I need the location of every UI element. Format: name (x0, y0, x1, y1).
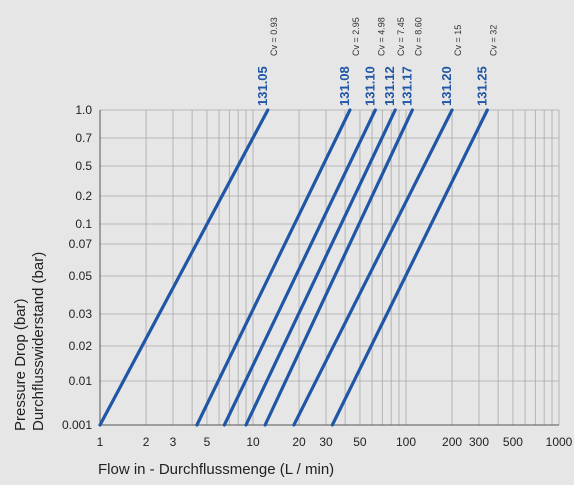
series-cv-131-10: Cv = 4.98 (376, 17, 386, 56)
series-lines (98, 108, 489, 427)
series-cv-131-08: Cv = 2.95 (351, 17, 361, 56)
y-axis-title-line1: Pressure Drop (bar) (12, 298, 29, 431)
y-tick-labels: 0.001 0.01 0.02 0.03 0.05 0.07 0.1 0.2 0.5 0.7 1.0 (62, 103, 92, 432)
series-line-131-05 (98, 108, 270, 427)
x-tick-label: 5 (204, 435, 211, 449)
x-tick-labels: 1 2 3 5 10 20 30 50 100 200 300 500 1000 (97, 435, 573, 449)
series-line-131-20 (292, 108, 454, 427)
x-tick-label: 100 (396, 435, 416, 449)
y-tick-label: 0.03 (69, 307, 93, 321)
plot-background (100, 110, 559, 425)
series-cv-131-20: Cv = 15 (453, 25, 463, 56)
series-line-131-17 (263, 108, 414, 427)
x-tick-label: 30 (319, 435, 333, 449)
y-tick-label: 0.001 (62, 418, 92, 432)
y-tick-label: 0.01 (69, 374, 93, 388)
x-tick-label: 300 (469, 435, 489, 449)
series-label-131-05: 131.05 (255, 66, 270, 106)
y-tick-label: 0.7 (75, 131, 92, 145)
x-tick-label: 200 (442, 435, 462, 449)
series-label-131-20: 131.20 (439, 66, 454, 106)
series-label-131-10: 131.10 (362, 66, 377, 106)
series-label-131-17: 131.17 (399, 66, 414, 106)
y-tick-label: 0.02 (69, 339, 93, 353)
series-cv-131-17: Cv = 8.60 (413, 17, 423, 56)
x-tick-label: 1 (97, 435, 104, 449)
x-tick-label: 500 (503, 435, 523, 449)
y-tick-label: 0.5 (75, 159, 92, 173)
series-cv-131-25: Cv = 32 (488, 25, 498, 56)
series-cv-131-05: Cv = 0.93 (269, 17, 279, 56)
series-line-131-08 (195, 108, 352, 427)
y-tick-label: 0.2 (75, 189, 92, 203)
y-tick-label: 0.07 (69, 237, 93, 251)
series-label-131-08: 131.08 (337, 66, 352, 106)
y-tick-label: 0.05 (69, 269, 93, 283)
y-axis-title-line2: Durchflusswiderstand (bar) (30, 252, 47, 431)
series-cv-131-12: Cv = 7.45 (396, 17, 406, 56)
series-line-131-12 (244, 108, 397, 427)
series-label-131-12: 131.12 (382, 66, 397, 106)
x-tick-label: 3 (170, 435, 177, 449)
series-line-131-25 (330, 108, 489, 427)
series-line-131-10 (222, 108, 377, 427)
x-tick-label: 20 (292, 435, 306, 449)
x-tick-label: 2 (143, 435, 150, 449)
series-label-131-25: 131.25 (474, 66, 489, 106)
x-tick-label: 10 (246, 435, 260, 449)
x-axis-title: Flow in - Durchflussmenge (L / min) (98, 461, 334, 478)
x-tick-label: 1000 (546, 435, 573, 449)
x-tick-label: 50 (353, 435, 367, 449)
y-tick-label: 1.0 (75, 103, 92, 117)
y-tick-label: 0.1 (75, 217, 92, 231)
